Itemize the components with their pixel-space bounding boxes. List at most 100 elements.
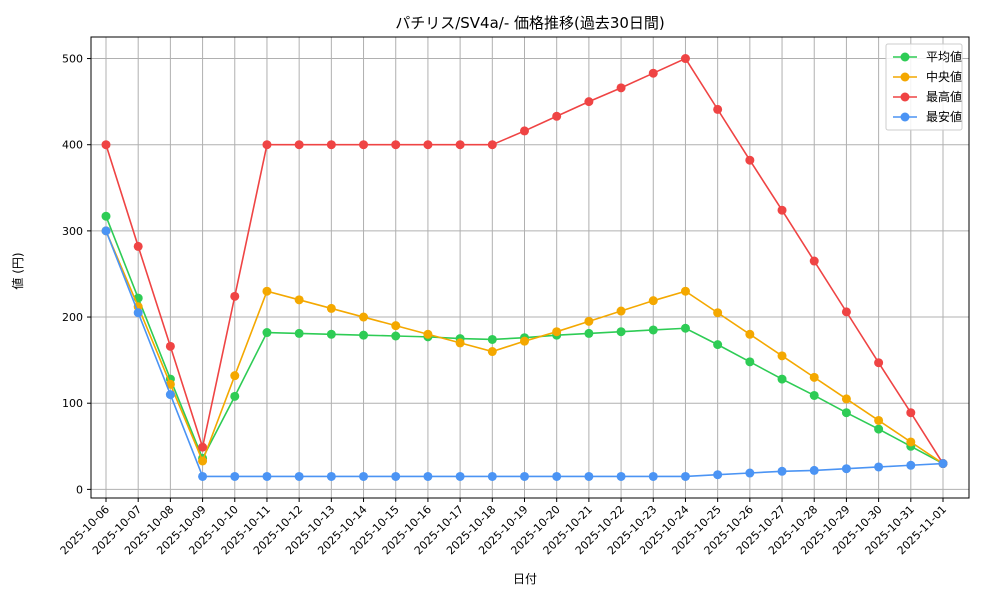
data-point [616,83,626,93]
data-point [165,390,175,400]
data-point [423,329,433,339]
data-point [262,286,272,296]
data-point [359,140,369,150]
x-axis-label: 日付 [513,572,537,586]
data-point [520,336,529,346]
y-tick-label: 500 [62,53,83,66]
data-point [455,140,465,150]
data-point [423,140,433,150]
data-point [198,471,208,481]
data-point [359,312,369,322]
y-axis-label: 値 (円) [10,252,25,289]
data-point [745,357,755,367]
data-point [648,325,658,335]
legend-item: 平均値 [893,49,962,64]
data-point [713,470,723,480]
data-point [648,68,658,78]
data-point [745,468,755,478]
y-tick-label: 100 [62,397,83,410]
data-point [841,464,851,474]
series-1 [101,226,948,469]
data-point [938,459,948,469]
data-point [198,456,208,466]
legend-label: 最高値 [926,89,962,104]
data-point [230,291,240,301]
legend-swatch-marker [900,72,910,82]
data-point [165,341,175,351]
data-point [294,328,304,338]
legend-item: 中央値 [893,69,962,84]
legend-swatch-marker [900,112,910,122]
data-point [809,465,819,475]
data-point [809,256,819,266]
data-point [552,327,562,337]
data-point [874,462,884,472]
data-point [552,471,562,481]
legend-swatch-marker [900,92,910,102]
data-point [777,351,787,361]
data-point [680,471,690,481]
data-point [777,466,787,476]
y-axis: 0 100 200 300 400 500 [62,53,91,496]
data-point [391,321,401,331]
data-point [165,379,175,389]
data-point [133,241,143,251]
data-point [520,471,529,481]
data-point [713,340,723,350]
data-point [680,286,690,296]
chart-title: パチリス/SV4a/- 価格推移(過去30日間) [395,14,665,32]
data-point [648,296,658,306]
data-point [713,308,723,318]
data-point [874,415,884,425]
data-point [809,372,819,382]
data-point [487,471,497,481]
y-tick-label: 200 [62,311,83,324]
data-point [294,295,304,305]
data-point [391,471,401,481]
data-point [455,338,465,348]
data-point [906,437,916,447]
legend-label: 最安値 [926,109,962,124]
data-point [487,334,497,344]
data-point [487,347,497,357]
grid [91,37,969,498]
data-point [455,471,465,481]
plot-frame [90,36,970,499]
data-point [841,394,851,404]
data-point [294,140,304,150]
legend-item: 最高値 [893,89,962,104]
data-point [777,374,787,384]
data-point [326,329,336,339]
data-point [101,211,111,221]
data-point [294,471,304,481]
data-point [713,104,723,114]
data-point [584,328,594,338]
data-point [520,126,529,136]
series-layer [101,54,948,481]
data-point [487,140,497,150]
y-tick-label: 400 [62,139,83,152]
data-point [359,471,369,481]
data-point [391,331,401,341]
data-point [326,140,336,150]
data-point [326,303,336,313]
data-point [326,471,336,481]
legend-label: 中央値 [926,69,962,84]
data-point [841,408,851,418]
data-point [680,323,690,333]
series-2 [101,54,948,469]
data-point [777,205,787,215]
data-point [616,471,626,481]
series-3 [101,226,948,481]
data-point [906,408,916,418]
data-point [584,316,594,326]
data-point [262,328,272,338]
data-point [584,471,594,481]
data-point [423,471,433,481]
data-point [230,391,240,401]
data-point [359,330,369,340]
data-point [616,327,626,337]
data-point [262,471,272,481]
